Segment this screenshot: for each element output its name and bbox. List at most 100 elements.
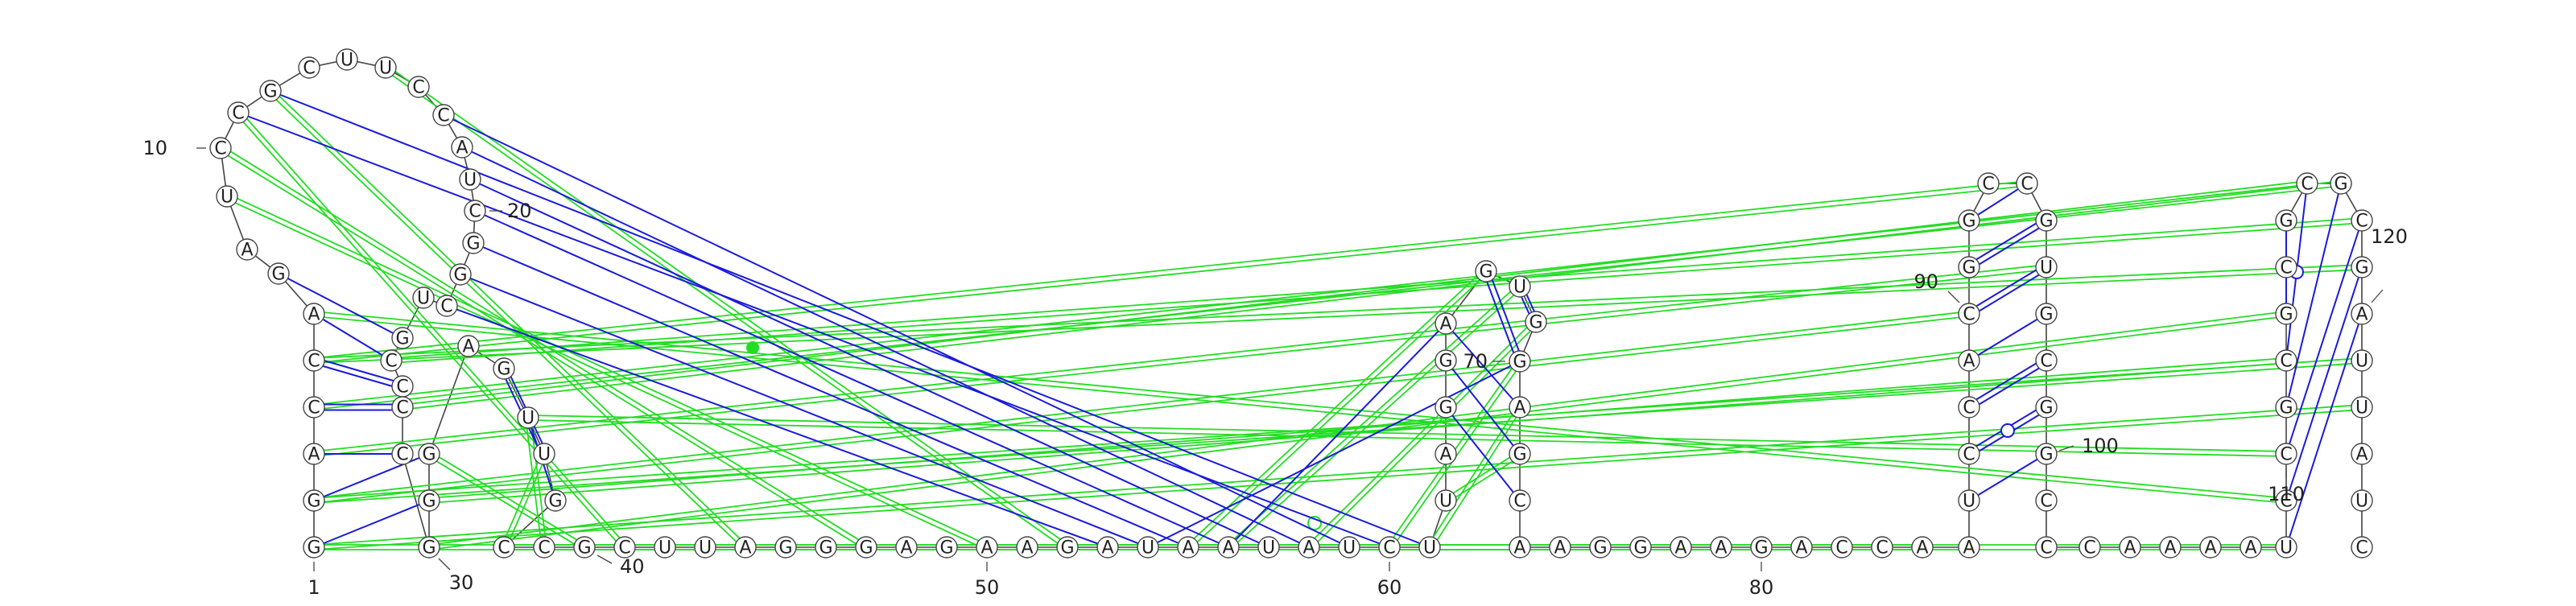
nucleotide-letter: G [497,360,510,380]
nucleotide-letter: G [1962,258,1975,278]
position-tick [2371,289,2384,303]
nucleotide: U [2351,489,2373,512]
nucleotide: C [2016,172,2038,195]
nucleotide: A [1509,396,1531,418]
position-label: 1 [308,576,320,599]
position-label: 100 [2082,435,2119,457]
nucleotide: C [1958,443,1980,465]
nucleotide: A [1016,536,1038,559]
nucleotide-letter: C [1383,538,1395,559]
nucleotide-letter: U [1423,538,1436,559]
nucleotide: G [1056,536,1079,559]
base-pair-line [2285,220,2363,455]
nucleotide-letter: A [739,538,751,559]
base-pair-line [2285,266,2363,501]
nucleotide-letter: C [2301,175,2313,195]
nucleotide: U [533,443,555,465]
nucleotide: A [734,536,757,559]
nucleotide-letter: C [497,538,510,559]
nucleotide-letter: G [1633,538,1647,559]
nucleotide: C [391,443,414,465]
tertiary-interaction-line [314,409,2363,550]
position-label: 70 [1463,350,1488,373]
nucleotide: G [1958,256,1980,278]
base-pair-line [1970,269,2049,317]
nucleotide: G [418,536,440,559]
tertiary-interaction-line [402,185,2308,410]
position-tick [2058,445,2074,451]
nucleotide-letter: U [1963,492,1975,512]
nucleotide: A [1298,536,1320,559]
nucleotide-letter: A [2244,538,2256,559]
tertiary-interaction-line [1307,319,1535,546]
nucleotide: G [573,536,596,559]
tertiary-interaction-line [527,419,2286,457]
nucleotide-letter: U [538,445,551,465]
nucleotide: A [1958,349,1980,372]
nucleotide-letter: A [980,538,993,559]
nucleotide-letter: U [1343,538,1356,559]
tertiary-interaction-line [1226,284,1519,546]
nucleotide: G [2330,172,2352,195]
nucleotide: G [2035,443,2058,465]
nucleotide: G [1958,209,1980,232]
nucleotide: A [1670,536,1692,559]
nucleotide-letter: G [271,265,285,285]
nucleotide-letter: A [2204,538,2216,559]
nucleotide: G [2035,303,2058,325]
tertiary-interaction-line [427,455,584,550]
nucleotide: A [1958,536,1980,559]
tertiary-interaction-line [271,89,748,546]
nucleotide: A [1549,536,1571,559]
nucleotide: U [459,168,481,191]
nucleotide-letter: C [440,297,452,317]
nucleotide-letter: U [1513,278,1526,298]
nucleotide-letter: U [522,409,535,429]
nucleotide: G [2035,396,2058,418]
nucleotide: A [1710,536,1732,559]
nucleotide-letter: G [548,492,562,512]
base-pair-line [313,500,430,548]
position-label-layer: 1102030405060708090100110120130 [142,137,2407,599]
nucleotide: A [1790,536,1813,559]
position-label: 50 [975,576,1000,599]
nucleotide: C [464,200,486,222]
base-pair-line [1968,183,2028,221]
nucleotide-letter: C [412,78,424,98]
base-pair-line [1445,406,1521,501]
position-label: 20 [507,200,532,222]
position-label: 40 [620,555,645,578]
nucleotide-letter: C [2280,492,2292,512]
nucleotide: C [2351,536,2373,559]
nucleotide: U [2035,256,2058,278]
nucleotide-letter: A [1795,538,1807,559]
nucleotide: A [451,136,473,159]
nucleotide-letter: G [577,538,591,559]
nucleotide-letter: A [2124,538,2136,559]
nucleotide: C [1871,536,1893,559]
nucleotide: C [391,396,414,418]
nucleotide: A [1096,536,1119,559]
tertiary-interaction-line [501,452,543,547]
nucleotide: C [493,536,515,559]
nucleotide-letter: C [1963,305,1975,325]
nucleotide-letter: G [2279,305,2293,325]
backbone-line [220,59,2363,548]
nucleotide-letter: C [469,202,481,222]
tertiary-interaction-line [313,264,2046,452]
nucleotide-letter: G [2039,212,2053,232]
nucleotide-letter: G [1593,538,1607,559]
nucleotide-letter: G [2279,212,2293,232]
nucleotide: C [303,349,325,372]
nucleotide: U [1338,536,1360,559]
tertiary-interaction-line [314,185,2028,364]
nucleotide-letter: A [1222,538,1234,559]
base-pair-line [237,112,1390,548]
nucleotide-letter: G [1060,538,1074,559]
base-pair-line [270,90,1430,548]
nucleotide: U [694,536,716,559]
nucleotide-letter: A [1513,538,1525,559]
base-pair-line [2285,183,2342,408]
nucleotide-letter: G [453,266,467,286]
nucleotide-letter: U [1141,538,1154,559]
